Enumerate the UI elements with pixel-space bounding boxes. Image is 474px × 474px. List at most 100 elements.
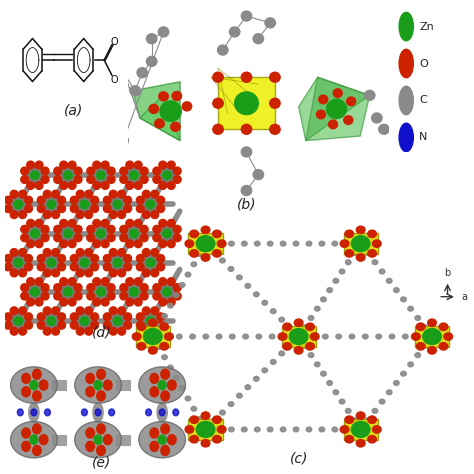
Circle shape <box>346 97 356 106</box>
Circle shape <box>153 234 161 242</box>
Text: C: C <box>419 95 427 106</box>
Polygon shape <box>218 77 275 129</box>
Circle shape <box>241 185 252 195</box>
Circle shape <box>33 369 41 379</box>
Circle shape <box>8 194 29 215</box>
Circle shape <box>144 328 162 345</box>
Circle shape <box>21 226 28 233</box>
Circle shape <box>10 190 18 198</box>
Circle shape <box>85 269 92 277</box>
Circle shape <box>185 426 194 433</box>
Circle shape <box>253 170 264 180</box>
Circle shape <box>271 309 276 314</box>
Circle shape <box>173 284 181 292</box>
Circle shape <box>101 219 109 227</box>
Circle shape <box>74 310 95 332</box>
Text: O: O <box>110 37 118 47</box>
Circle shape <box>87 234 95 242</box>
Circle shape <box>146 409 152 416</box>
Circle shape <box>283 334 288 339</box>
Circle shape <box>203 334 209 339</box>
Circle shape <box>37 196 45 204</box>
Polygon shape <box>344 419 378 440</box>
Circle shape <box>345 436 354 443</box>
Circle shape <box>101 240 109 247</box>
Circle shape <box>93 240 100 247</box>
Circle shape <box>320 371 326 376</box>
Circle shape <box>158 381 166 390</box>
Circle shape <box>123 281 145 302</box>
Circle shape <box>151 328 159 335</box>
Circle shape <box>346 260 351 264</box>
Circle shape <box>86 374 94 383</box>
Circle shape <box>159 240 167 247</box>
Circle shape <box>86 387 94 397</box>
Circle shape <box>149 104 158 113</box>
Circle shape <box>87 167 95 175</box>
Circle shape <box>68 240 76 247</box>
Circle shape <box>167 298 175 306</box>
Circle shape <box>60 240 68 247</box>
Circle shape <box>97 424 105 434</box>
Circle shape <box>153 175 161 183</box>
Circle shape <box>58 255 65 262</box>
Polygon shape <box>136 326 170 347</box>
Circle shape <box>190 250 199 257</box>
Circle shape <box>211 250 217 255</box>
Circle shape <box>182 102 191 111</box>
Circle shape <box>101 298 109 306</box>
Circle shape <box>351 421 370 438</box>
Circle shape <box>90 223 111 244</box>
Circle shape <box>140 234 148 242</box>
Circle shape <box>21 167 28 175</box>
Circle shape <box>161 424 169 434</box>
Circle shape <box>99 72 109 82</box>
Circle shape <box>140 194 161 215</box>
Circle shape <box>103 196 111 204</box>
Circle shape <box>85 307 92 315</box>
Circle shape <box>161 446 169 456</box>
Circle shape <box>14 258 23 267</box>
Circle shape <box>39 380 48 390</box>
Circle shape <box>201 254 210 261</box>
Circle shape <box>85 248 92 256</box>
Circle shape <box>25 263 32 271</box>
Circle shape <box>24 223 46 244</box>
Circle shape <box>93 161 100 169</box>
Circle shape <box>52 307 60 315</box>
Circle shape <box>103 205 111 212</box>
Circle shape <box>346 409 351 413</box>
Circle shape <box>415 353 420 357</box>
Circle shape <box>85 190 92 198</box>
Circle shape <box>376 334 382 339</box>
Text: (b): (b) <box>237 197 256 211</box>
Circle shape <box>408 306 413 311</box>
Circle shape <box>76 248 84 256</box>
Circle shape <box>118 136 128 146</box>
Circle shape <box>196 236 215 252</box>
Circle shape <box>74 167 82 175</box>
Circle shape <box>27 161 35 169</box>
Circle shape <box>228 427 234 432</box>
Circle shape <box>120 292 128 300</box>
Circle shape <box>243 334 248 339</box>
Circle shape <box>153 284 161 292</box>
Circle shape <box>101 161 109 169</box>
Circle shape <box>228 241 234 246</box>
Circle shape <box>308 316 314 320</box>
Circle shape <box>241 147 252 157</box>
Circle shape <box>4 313 12 320</box>
Circle shape <box>235 92 258 115</box>
Ellipse shape <box>156 402 168 423</box>
Circle shape <box>80 317 89 325</box>
Circle shape <box>283 343 292 350</box>
Circle shape <box>159 409 165 416</box>
Circle shape <box>190 416 199 423</box>
Circle shape <box>4 196 12 204</box>
Circle shape <box>27 182 35 189</box>
Circle shape <box>280 427 286 432</box>
Circle shape <box>163 334 169 339</box>
Circle shape <box>201 439 210 447</box>
Circle shape <box>332 427 337 432</box>
Circle shape <box>172 91 182 100</box>
